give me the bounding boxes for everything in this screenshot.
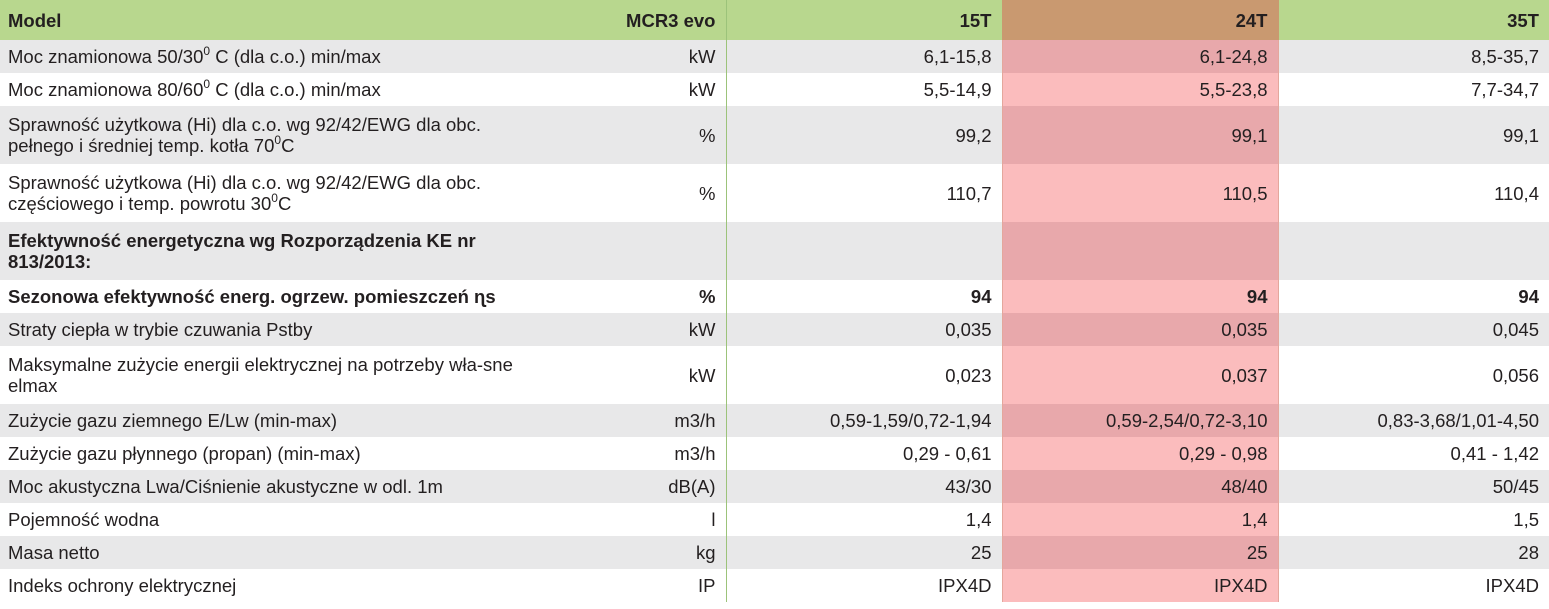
table-row: Sprawność użytkowa (Hi) dla c.o. wg 92/4… [0,106,1549,164]
value-15t: 110,7 [726,164,1002,222]
table-row: Sprawność użytkowa (Hi) dla c.o. wg 92/4… [0,164,1549,222]
value-35t: 99,1 [1278,106,1549,164]
value-15t: 1,4 [726,503,1002,536]
row-unit: IP [560,569,727,602]
row-label: Moc akustyczna Lwa/Ciśnienie akustyczne … [0,470,560,503]
value-35t [1278,222,1549,280]
table-row: Moc znamionowa 80/600 C (dla c.o.) min/m… [0,73,1549,106]
row-unit: m3/h [560,404,727,437]
value-35t: 8,5-35,7 [1278,40,1549,73]
row-label: Sezonowa efektywność energ. ogrzew. pomi… [0,280,560,313]
row-unit: kW [560,346,727,404]
row-unit: % [560,106,727,164]
header-model-24t: 24T [1001,0,1279,40]
row-unit: dB(A) [560,470,727,503]
row-unit: kW [560,40,727,73]
value-15t: 25 [726,536,1002,569]
value-24t: IPX4D [1001,569,1279,602]
table-row: Zużycie gazu płynnego (propan) (min-max)… [0,437,1549,470]
header-model-15t: 15T [726,0,1002,40]
row-label: Zużycie gazu ziemnego E/Lw (min-max) [0,404,560,437]
value-24t: 110,5 [1001,164,1279,222]
value-15t: 5,5-14,9 [726,73,1002,106]
row-unit: kg [560,536,727,569]
table-header-row: Model MCR3 evo 15T 24T 35T [0,0,1549,40]
value-24t: 94 [1001,280,1279,313]
row-unit: kW [560,313,727,346]
table-row: Straty ciepła w trybie czuwania Pstby kW… [0,313,1549,346]
value-15t: 0,29 - 0,61 [726,437,1002,470]
row-label: Maksymalne zużycie energii elektrycznej … [0,346,560,404]
table-row: Moc akustyczna Lwa/Ciśnienie akustyczne … [0,470,1549,503]
value-24t: 0,037 [1001,346,1279,404]
value-15t [726,222,1002,280]
table-row: Maksymalne zużycie energii elektrycznej … [0,346,1549,404]
row-label: Indeks ochrony elektrycznej [0,569,560,602]
table-row: Zużycie gazu ziemnego E/Lw (min-max) m3/… [0,404,1549,437]
value-35t: 50/45 [1278,470,1549,503]
row-label: Moc znamionowa 80/600 C (dla c.o.) min/m… [0,73,560,106]
table-row: Pojemność wodna l 1,4 1,4 1,5 [0,503,1549,536]
value-35t: 110,4 [1278,164,1549,222]
value-35t: IPX4D [1278,569,1549,602]
value-15t: 0,023 [726,346,1002,404]
value-24t: 48/40 [1001,470,1279,503]
value-24t: 0,29 - 0,98 [1001,437,1279,470]
value-35t: 94 [1278,280,1549,313]
value-24t: 0,035 [1001,313,1279,346]
value-15t: 6,1-15,8 [726,40,1002,73]
value-24t: 5,5-23,8 [1001,73,1279,106]
value-35t: 7,7-34,7 [1278,73,1549,106]
row-label: Sprawność użytkowa (Hi) dla c.o. wg 92/4… [0,106,560,164]
row-label: Straty ciepła w trybie czuwania Pstby [0,313,560,346]
section-heading: Efektywność energetyczna wg Rozporządzen… [0,222,560,280]
value-24t [1001,222,1279,280]
table-row: Indeks ochrony elektrycznej IP IPX4D IPX… [0,569,1549,602]
value-35t: 0,045 [1278,313,1549,346]
table-row: Sezonowa efektywność energ. ogrzew. pomi… [0,280,1549,313]
value-35t: 0,056 [1278,346,1549,404]
table-row: Masa netto kg 25 25 28 [0,536,1549,569]
header-model: Model [0,0,560,40]
value-24t: 1,4 [1001,503,1279,536]
header-model-35t: 35T [1278,0,1549,40]
row-unit [560,222,727,280]
row-unit: % [560,280,727,313]
value-15t: 94 [726,280,1002,313]
value-15t: IPX4D [726,569,1002,602]
value-15t: 43/30 [726,470,1002,503]
value-24t: 6,1-24,8 [1001,40,1279,73]
value-24t: 0,59-2,54/0,72-3,10 [1001,404,1279,437]
row-unit: kW [560,73,727,106]
value-15t: 0,59-1,59/0,72-1,94 [726,404,1002,437]
value-35t: 1,5 [1278,503,1549,536]
row-label: Pojemność wodna [0,503,560,536]
value-24t: 99,1 [1001,106,1279,164]
row-label: Masa netto [0,536,560,569]
header-series: MCR3 evo [560,0,727,40]
value-24t: 25 [1001,536,1279,569]
row-unit: % [560,164,727,222]
section-heading-row: Efektywność energetyczna wg Rozporządzen… [0,222,1549,280]
value-35t: 0,41 - 1,42 [1278,437,1549,470]
row-unit: l [560,503,727,536]
row-label: Moc znamionowa 50/300 C (dla c.o.) min/m… [0,40,560,73]
value-15t: 0,035 [726,313,1002,346]
value-35t: 28 [1278,536,1549,569]
table-row: Moc znamionowa 50/300 C (dla c.o.) min/m… [0,40,1549,73]
row-label: Sprawność użytkowa (Hi) dla c.o. wg 92/4… [0,164,560,222]
value-35t: 0,83-3,68/1,01-4,50 [1278,404,1549,437]
value-15t: 99,2 [726,106,1002,164]
row-unit: m3/h [560,437,727,470]
row-label: Zużycie gazu płynnego (propan) (min-max) [0,437,560,470]
